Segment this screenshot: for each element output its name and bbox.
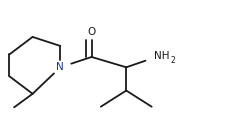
Text: NH: NH: [154, 51, 169, 61]
Text: N: N: [56, 62, 64, 72]
Text: 2: 2: [170, 56, 175, 65]
Text: O: O: [88, 27, 96, 37]
